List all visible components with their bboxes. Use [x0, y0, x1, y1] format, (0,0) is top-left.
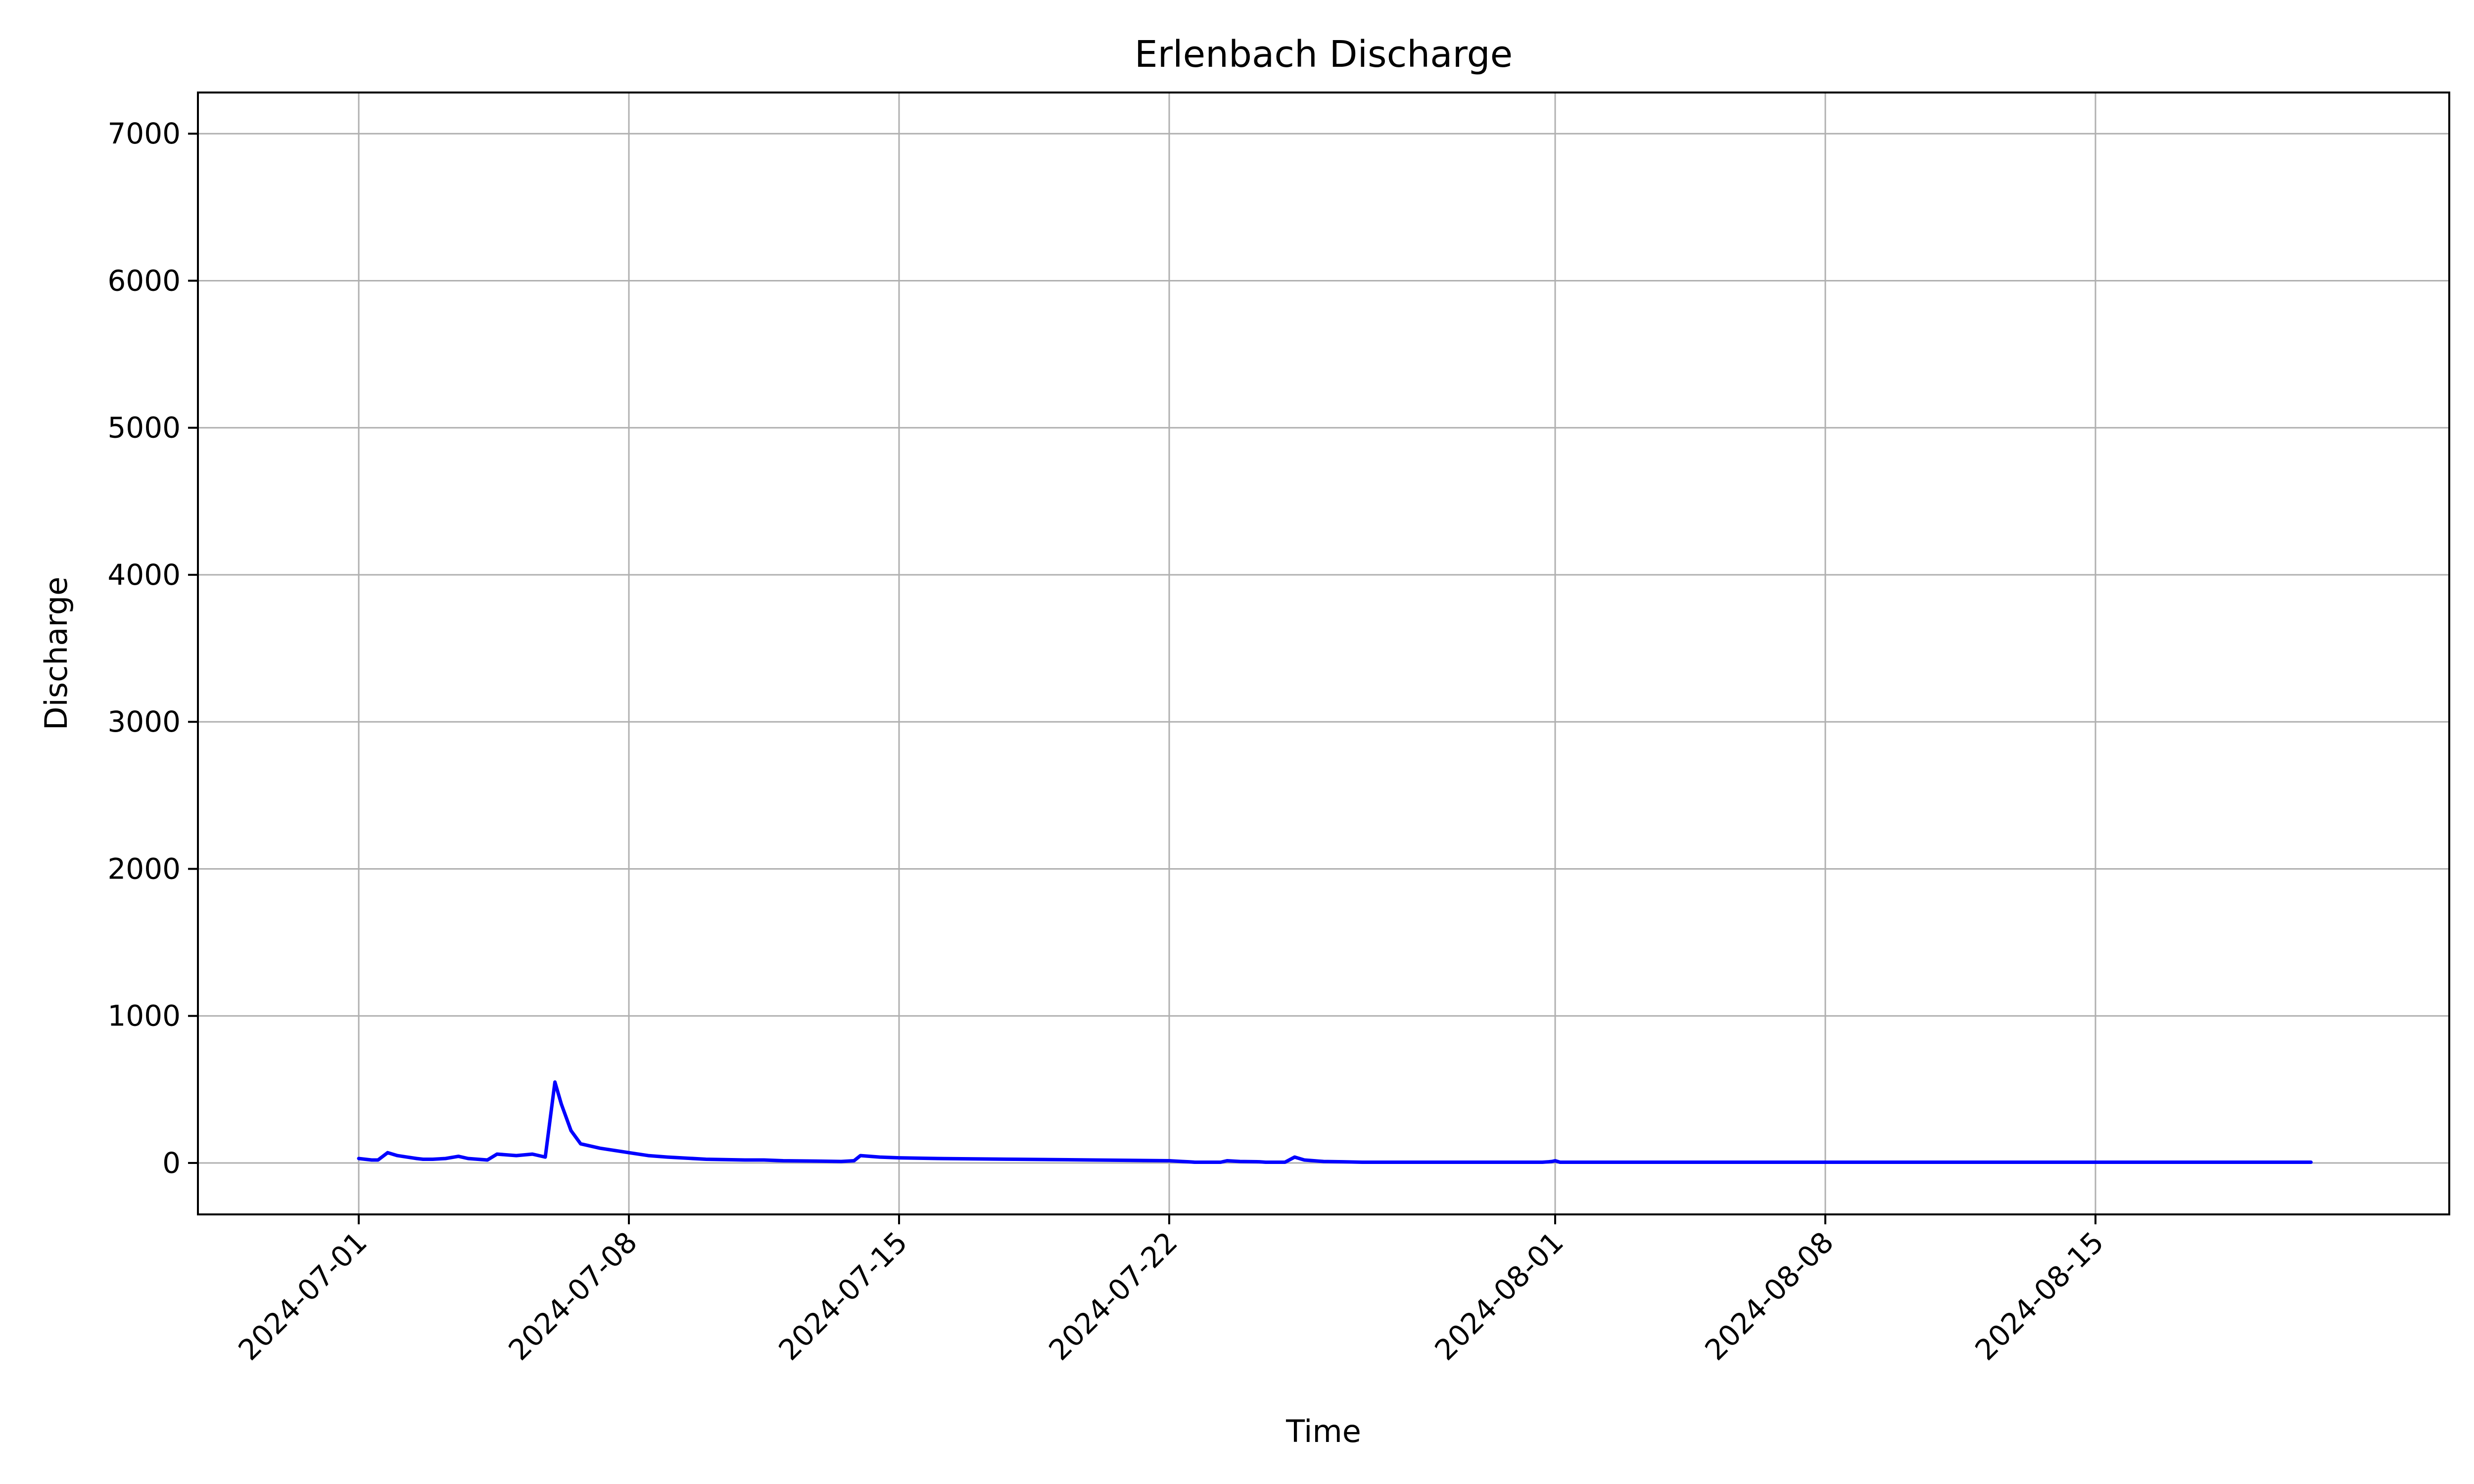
- y-tick-label: 3000: [107, 705, 181, 739]
- y-tick-label: 1000: [107, 999, 181, 1033]
- plot-data: [357, 1080, 2313, 1164]
- y-tick-label: 0: [162, 1146, 181, 1180]
- grid-lines: [198, 93, 2449, 1214]
- chart-title: Erlenbach Discharge: [1135, 33, 1513, 76]
- y-tick-label: 5000: [107, 411, 181, 445]
- y-tick-label: 7000: [107, 117, 181, 150]
- y-axis-title: Discharge: [38, 577, 74, 731]
- y-tick-label: 4000: [107, 558, 181, 592]
- plot-frame: [197, 92, 2450, 1215]
- discharge-line: [357, 1080, 2313, 1164]
- x-axis-title: Time: [1285, 1413, 1361, 1449]
- y-tick-label: 2000: [107, 852, 181, 885]
- y-tick-label: 6000: [107, 264, 181, 297]
